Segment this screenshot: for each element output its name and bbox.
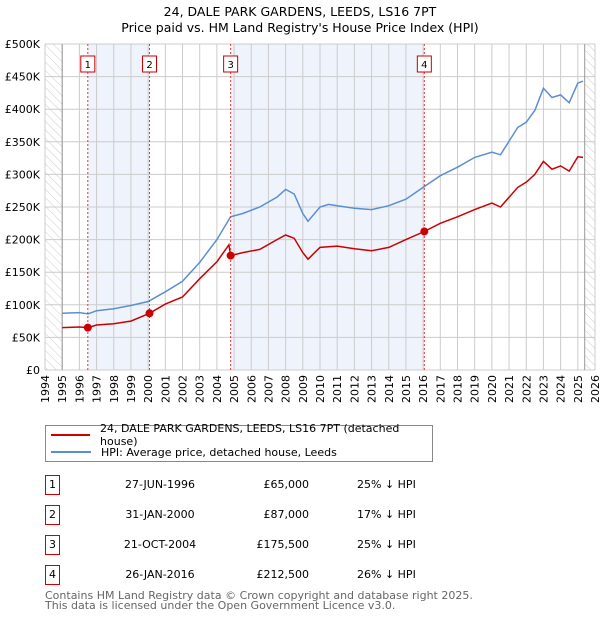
transaction-date: 27-JUN-1996	[124, 478, 196, 491]
x-tick-label: 2023	[537, 375, 550, 403]
x-tick-label: 1999	[125, 375, 138, 403]
x-tick-label: 2006	[245, 375, 258, 403]
chart-subtitle: Price paid vs. HM Land Registry's House …	[121, 20, 479, 35]
transaction-hpi-diff: 25% ↓ HPI	[357, 538, 416, 551]
x-tick-label: 2000	[142, 375, 155, 403]
x-tick-label: 1995	[56, 375, 69, 403]
transaction-date: 21-OCT-2004	[123, 538, 197, 551]
x-tick-label: 2017	[434, 375, 447, 403]
y-tick-label: £100K	[5, 299, 41, 312]
hpi-line	[62, 80, 584, 315]
transaction-date: 31-JAN-2000	[125, 508, 195, 521]
sale-point	[83, 323, 92, 332]
legend-label: HPI: Average price, detached house, Leed…	[101, 445, 337, 459]
legend-item-hpi: HPI: Average price, detached house, Leed…	[46, 444, 337, 460]
transaction-number-badge: 3	[45, 535, 60, 555]
x-tick-label: 2019	[469, 375, 482, 403]
x-tick-label: 2008	[280, 375, 293, 403]
y-tick-label: £400K	[5, 103, 41, 116]
transaction-hpi-diff: 25% ↓ HPI	[357, 478, 416, 491]
x-tick-label: 2010	[314, 375, 327, 403]
x-tick-label: 1998	[108, 375, 121, 403]
transaction-row: 4 26-JAN-2016 £212,500 26% ↓ HPI	[45, 565, 445, 585]
x-tick-label: 1997	[91, 375, 104, 403]
sale-label-box	[416, 55, 432, 73]
x-tick-label: 2007	[262, 375, 275, 403]
footer-copyright: Contains HM Land Registry data © Crown c…	[45, 589, 473, 602]
y-tick-label: £50K	[12, 331, 41, 344]
sale-label: 1	[85, 60, 91, 71]
sale-point	[226, 251, 235, 260]
y-tick-label: £350K	[5, 136, 41, 149]
x-tick-label: 2020	[486, 375, 499, 403]
sale-point	[420, 227, 429, 236]
transaction-date: 26-JAN-2016	[125, 568, 195, 581]
chart-title: 24, DALE PARK GARDENS, LEEDS, LS16 7PT	[163, 4, 437, 19]
x-tick-label: 1994	[39, 375, 52, 403]
x-tick-label: 2016	[417, 375, 430, 403]
x-tick-label: 2018	[452, 375, 465, 403]
x-tick-label: 2002	[177, 375, 190, 403]
transaction-number-badge: 4	[45, 565, 60, 585]
legend: 24, DALE PARK GARDENS, LEEDS, LS16 7PT (…	[45, 422, 433, 462]
sale-label-box	[223, 55, 239, 73]
sale-point	[145, 309, 154, 318]
transaction-row: 3 21-OCT-2004 £175,500 25% ↓ HPI	[45, 535, 445, 555]
x-tick-label: 2005	[228, 375, 241, 403]
x-tick-label: 2022	[520, 375, 533, 403]
transaction-hpi-diff: 17% ↓ HPI	[357, 508, 416, 521]
sale-label: 3	[227, 60, 233, 71]
x-tick-label: 2004	[211, 375, 224, 403]
transaction-price: £175,500	[256, 538, 310, 551]
x-tick-label: 2026	[589, 375, 600, 403]
x-tick-label: 2013	[366, 375, 379, 403]
y-tick-label: £250K	[5, 201, 41, 214]
transaction-row: 2 31-JAN-2000 £87,000 17% ↓ HPI	[45, 505, 445, 525]
transaction-price: £87,000	[263, 508, 310, 521]
footer-licence: This data is licensed under the Open Gov…	[45, 599, 396, 612]
x-tick-label: 2021	[503, 375, 516, 403]
x-tick-label: 2024	[555, 375, 568, 403]
y-tick-label: £0	[26, 364, 40, 377]
x-tick-label: 2012	[348, 375, 361, 403]
property-price-line	[62, 155, 584, 329]
price-chart: 1 2 3 4 1994 1995 1996 1997 1998 1999 2000 2001 2002…	[5, 38, 600, 403]
transaction-number-badge: 1	[45, 475, 60, 495]
transaction-row: 1 27-JUN-1996 £65,000 25% ↓ HPI	[45, 475, 445, 495]
sale-label-box	[80, 55, 96, 73]
legend-swatch-red	[51, 434, 91, 436]
x-tick-label: 2001	[159, 375, 172, 403]
transaction-number-badge: 2	[45, 505, 60, 525]
y-tick-label: £450K	[5, 71, 41, 84]
transaction-hpi-diff: 26% ↓ HPI	[357, 568, 416, 581]
x-tick-label: 2011	[331, 375, 344, 403]
x-tick-label: 2009	[297, 375, 310, 403]
sale-label-box	[142, 55, 157, 73]
sale-label: 2	[146, 60, 152, 71]
x-tick-label: 2025	[572, 375, 585, 403]
sale-label: 4	[421, 60, 427, 71]
x-tick-label: 1996	[73, 375, 86, 403]
x-tick-label: 2014	[383, 375, 396, 403]
y-tick-label: £200K	[5, 234, 41, 247]
transaction-price: £65,000	[263, 478, 310, 491]
transaction-price: £212,500	[256, 568, 310, 581]
legend-label: 24, DALE PARK GARDENS, LEEDS, LS16 7PT (…	[100, 422, 400, 448]
y-tick-label: £300K	[5, 168, 41, 181]
legend-swatch-blue	[51, 451, 91, 453]
x-tick-label: 2015	[400, 375, 413, 403]
x-tick-label: 2003	[194, 375, 207, 403]
y-tick-label: £150K	[5, 266, 41, 279]
legend-item-property: 24, DALE PARK GARDENS, LEEDS, LS16 7PT (…	[46, 422, 432, 448]
y-tick-label: £500K	[5, 38, 41, 51]
